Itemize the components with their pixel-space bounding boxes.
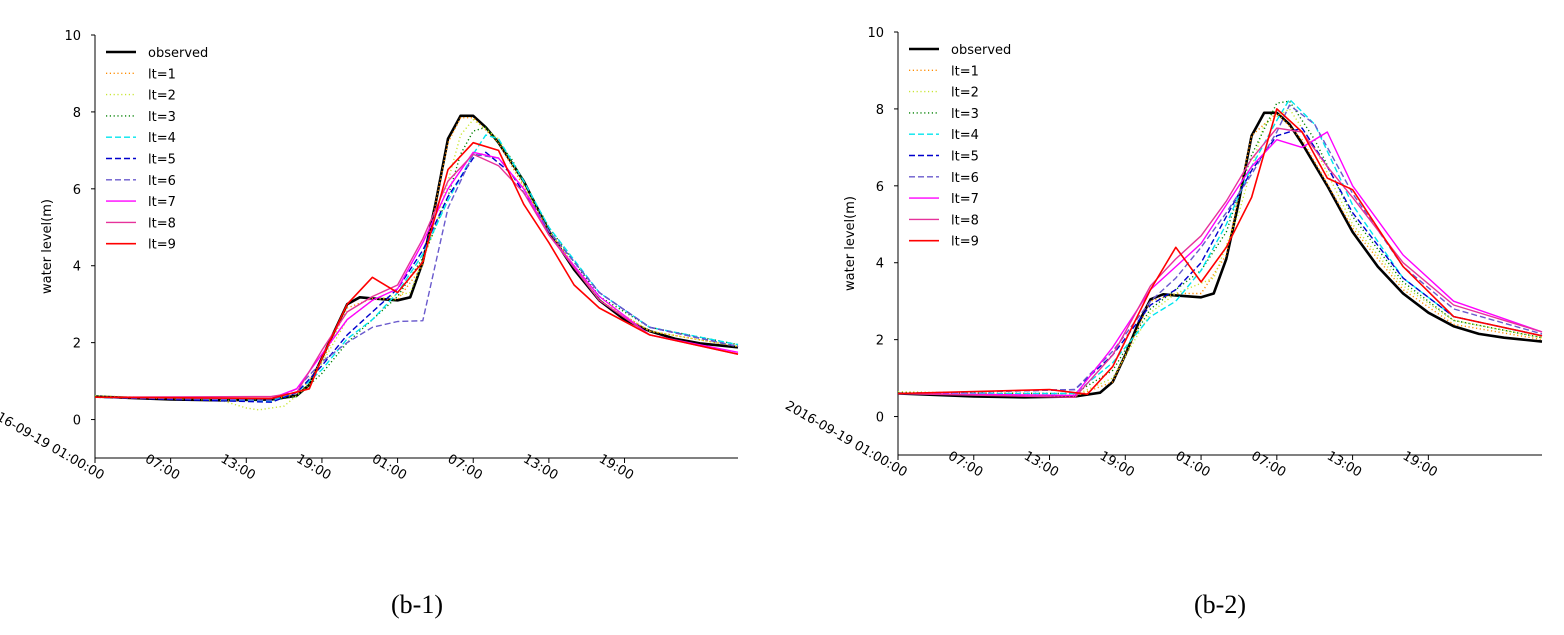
x-tick-label: 2016-09-19 01:00:00 xyxy=(0,401,106,483)
y-axis-label: water level(m) xyxy=(40,199,55,294)
legend-entry: lt=6 xyxy=(951,171,979,186)
y-tick-label: 6 xyxy=(876,180,884,195)
series-line-observed xyxy=(897,111,1543,399)
series-line-lt6 xyxy=(897,104,1543,395)
legend-entry: lt=5 xyxy=(951,150,979,165)
panel-caption-b1: (b-1) xyxy=(391,590,443,619)
x-tick-label: 13:00 xyxy=(1324,449,1364,481)
x-tick-label: 19:00 xyxy=(596,452,636,484)
x-tick-label: 13:00 xyxy=(218,452,258,484)
x-tick-label: 19:00 xyxy=(1400,449,1440,481)
legend: observed lt=1 lt=2 lt=3 lt=4 lt=5 lt=6 lt=7 lt=8… xyxy=(909,43,1011,250)
x-tick-label: 07:00 xyxy=(445,452,485,484)
chart-panel-b1: 0 2 4 6 8 10 2016-09-19 01:00:00 07:00 13:00 19:0… xyxy=(0,29,739,484)
legend-entry: lt=3 xyxy=(148,110,176,125)
series-line-lt3 xyxy=(897,100,1543,395)
y-tick-label: 10 xyxy=(867,26,884,41)
legend-entry: lt=7 xyxy=(951,192,979,207)
x-tick-label: 01:00 xyxy=(369,452,409,484)
y-tick-label: 6 xyxy=(73,183,81,198)
x-tick-label: 07:00 xyxy=(142,452,182,484)
series-line-lt5 xyxy=(897,127,1543,395)
y-tick-label: 2 xyxy=(876,334,884,349)
y-tick-label: 8 xyxy=(876,103,884,118)
y-tick-label: 0 xyxy=(73,414,81,429)
x-tick-label: 13:00 xyxy=(1021,449,1061,481)
series-line-lt4 xyxy=(898,98,1543,395)
legend-entry: lt=2 xyxy=(148,89,176,104)
series-line-lt2 xyxy=(94,118,739,411)
series-line-lt9 xyxy=(94,141,739,400)
y-tick-label: 4 xyxy=(73,260,81,275)
series-line-lt8 xyxy=(94,153,739,398)
legend-entry: lt=5 xyxy=(148,153,176,168)
y-tick-label: 8 xyxy=(73,106,81,121)
series-line-lt7 xyxy=(897,131,1543,397)
series-line-lt2 xyxy=(897,108,1543,397)
legend-entry: lt=6 xyxy=(148,174,176,189)
legend-entry: observed xyxy=(951,43,1011,58)
legend-entry: lt=1 xyxy=(148,67,176,82)
legend-entry: lt=8 xyxy=(951,213,979,228)
series-line-lt5 xyxy=(94,151,739,403)
series-line-lt8 xyxy=(897,127,1543,398)
legend-entry: lt=3 xyxy=(951,107,979,122)
x-tick-label: 07:00 xyxy=(945,449,985,481)
legend-entry: lt=2 xyxy=(951,86,979,101)
series-line-observed xyxy=(94,114,739,402)
x-tick-label: 19:00 xyxy=(293,452,333,484)
x-tick-label: 07:00 xyxy=(1248,449,1288,481)
chart-panel-b2: 0 2 4 6 8 10 2016-09-19 01:00:00 07:00 13:00 19:0… xyxy=(782,26,1543,481)
y-tick-label: 10 xyxy=(64,29,81,44)
legend-entry: lt=4 xyxy=(148,131,176,146)
panel-caption-b2: (b-2) xyxy=(1194,590,1246,619)
y-tick-label: 4 xyxy=(876,257,884,272)
legend-entry: lt=9 xyxy=(148,238,176,253)
series-line-lt1 xyxy=(897,112,1543,398)
series-group xyxy=(94,114,739,411)
x-tick-label: 13:00 xyxy=(520,452,560,484)
legend-entry: observed xyxy=(148,46,208,61)
y-tick-label: 0 xyxy=(876,411,884,426)
legend-entry: lt=9 xyxy=(951,235,979,250)
series-group xyxy=(897,98,1543,399)
x-tick-label: 19:00 xyxy=(1097,449,1137,481)
x-tick-label: 01:00 xyxy=(1173,449,1213,481)
series-line-lt9 xyxy=(897,108,1543,395)
y-tick-label: 2 xyxy=(73,337,81,352)
legend-entry: lt=8 xyxy=(148,216,176,231)
legend-entry: lt=1 xyxy=(951,64,979,79)
legend-entry: lt=4 xyxy=(951,128,979,143)
legend-entry: lt=7 xyxy=(148,195,176,210)
legend: observed lt=1 lt=2 lt=3 lt=4 lt=5 lt=6 lt=7 lt=8… xyxy=(106,46,208,253)
x-tick-label: 2016-09-19 01:00:00 xyxy=(782,398,909,480)
series-line-lt4 xyxy=(94,134,739,402)
y-axis-label: water level(m) xyxy=(843,196,858,291)
